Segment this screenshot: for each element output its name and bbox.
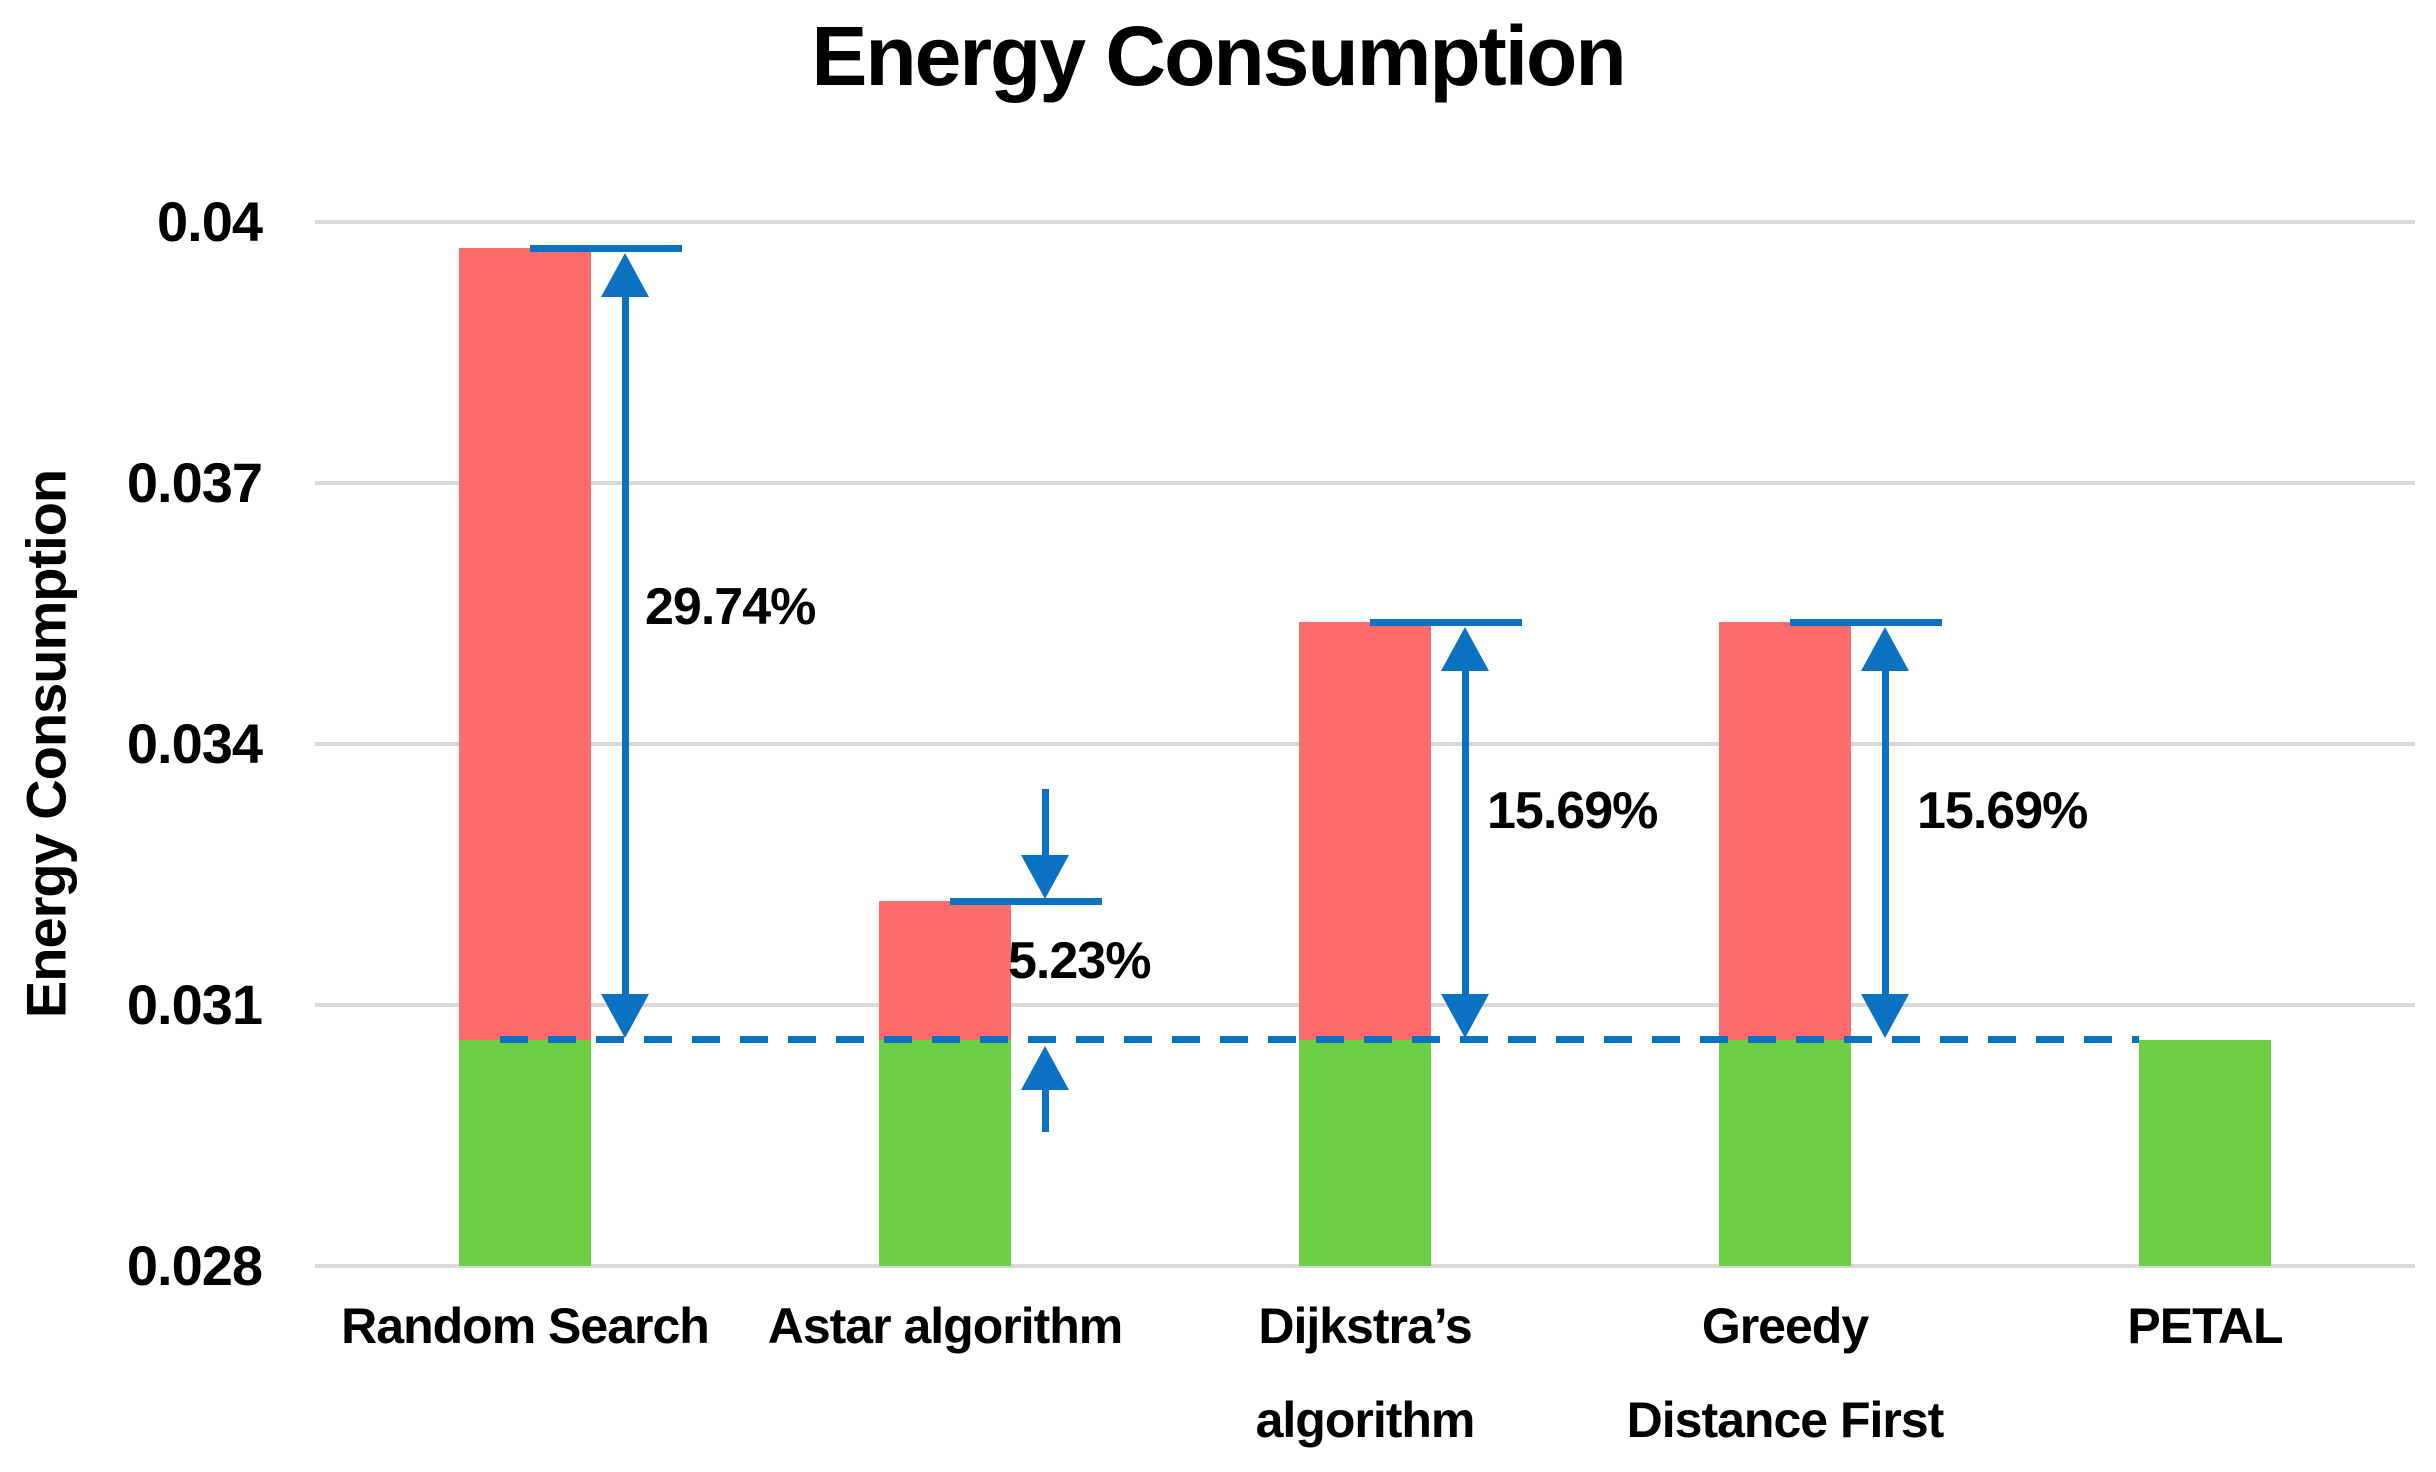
x-axis-label-1-line0: Astar algorithm (767, 1298, 1124, 1354)
annotation-percent-label-3: 15.69% (1917, 782, 2088, 840)
annotation-down-arrowhead-1 (1021, 855, 1069, 899)
annotation-cap-line-0 (530, 245, 682, 252)
annotation-down-arrow-tail-1 (1042, 789, 1049, 861)
bar-segment-green-1 (879, 1040, 1011, 1266)
annotation-cap-line-1 (950, 898, 1102, 905)
bar-segment-green-2 (1299, 1040, 1431, 1266)
x-axis-label-2-line0: Dijkstra’s (1258, 1298, 1472, 1354)
annotation-down-arrowhead-0 (601, 994, 649, 1038)
annotation-up-arrowhead-1 (1021, 1046, 1069, 1090)
annotation-up-arrow-tail-1 (1042, 1086, 1049, 1132)
chart-title: Energy Consumption (811, 9, 1626, 103)
bar-segment-red-1 (879, 901, 1011, 1040)
annotation-percent-label-0: 29.74% (645, 578, 816, 636)
bar-segment-green-4 (2139, 1040, 2271, 1266)
y-tick-label-0.04: 0.04 (157, 190, 263, 253)
annotation-arrow-line-3 (1882, 662, 1889, 1000)
gridline-0.04 (315, 220, 2415, 224)
annotation-percent-label-1: 5.23% (1008, 932, 1151, 990)
bar-segment-red-3 (1719, 622, 1851, 1040)
baseline-dashed-line (500, 1036, 2139, 1043)
y-tick-label-0.034: 0.034 (126, 712, 263, 775)
y-tick-label-0.028: 0.028 (126, 1234, 263, 1297)
bar-segment-red-2 (1299, 622, 1431, 1040)
gridline-0.037 (315, 481, 2415, 485)
bar-segment-green-3 (1719, 1040, 1851, 1266)
annotation-arrow-line-2 (1462, 662, 1469, 1000)
gridline-0.028 (315, 1264, 2415, 1268)
x-axis-label-4-line0: PETAL (2127, 1298, 2283, 1354)
y-tick-label-0.037: 0.037 (126, 451, 263, 514)
y-tick-label-0.031: 0.031 (126, 973, 263, 1036)
annotation-arrow-line-0 (622, 288, 629, 1000)
x-axis-label-3-line0: Greedy (1701, 1298, 1869, 1354)
annotation-down-arrowhead-2 (1441, 994, 1489, 1038)
annotation-down-arrowhead-3 (1861, 994, 1909, 1038)
x-axis-label-2-line1: algorithm (1255, 1392, 1476, 1448)
annotation-cap-line-3 (1790, 619, 1942, 626)
x-axis-label-3-line1: Distance First (1626, 1392, 1945, 1448)
bar-segment-green-0 (459, 1040, 591, 1266)
annotation-percent-label-2: 15.69% (1487, 782, 1658, 840)
bar-segment-red-0 (459, 248, 591, 1040)
x-axis-label-0-line0: Random Search (341, 1298, 710, 1354)
annotation-cap-line-2 (1370, 619, 1522, 626)
